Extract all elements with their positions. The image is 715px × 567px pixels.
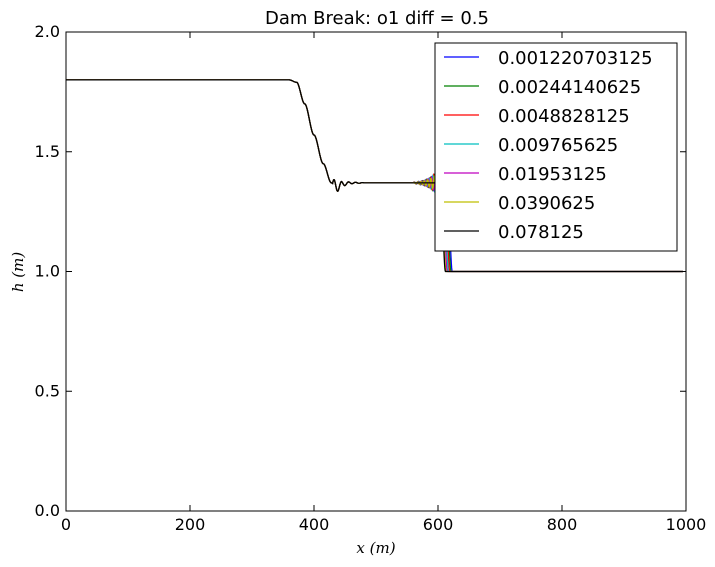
chart-title: Dam Break: o1 diff = 0.5	[265, 8, 489, 29]
legend-label: 0.009765625	[498, 135, 618, 156]
x-axis-label: x (m)	[356, 539, 395, 557]
legend-box	[434, 42, 678, 252]
x-tick-label: 800	[547, 515, 578, 534]
legend-label: 0.00244140625	[498, 77, 641, 98]
y-tick-label: 0.5	[35, 381, 60, 400]
x-tick-label: 400	[299, 515, 330, 534]
x-tick-label: 1000	[666, 515, 707, 534]
y-tick-label: 1.0	[35, 262, 60, 281]
legend: 0.001220703125 0.00244140625 0.0048828125 0…	[434, 42, 678, 252]
legend-label: 0.01953125	[498, 164, 607, 185]
y-tick-label: 0.0	[35, 501, 60, 520]
legend-label: 0.0048828125	[498, 106, 630, 127]
x-tick-label: 600	[423, 515, 454, 534]
y-tick-label: 1.5	[35, 142, 60, 161]
legend-label: 0.078125	[498, 222, 584, 243]
y-tick-label: 2.0	[35, 22, 60, 41]
x-tick-label: 200	[175, 515, 206, 534]
legend-label: 0.0390625	[498, 193, 595, 214]
series-line	[66, 79, 683, 273]
y-axis-label: h (m)	[9, 252, 27, 293]
x-tick-label: 0	[61, 515, 71, 534]
legend-label: 0.001220703125	[498, 48, 653, 69]
